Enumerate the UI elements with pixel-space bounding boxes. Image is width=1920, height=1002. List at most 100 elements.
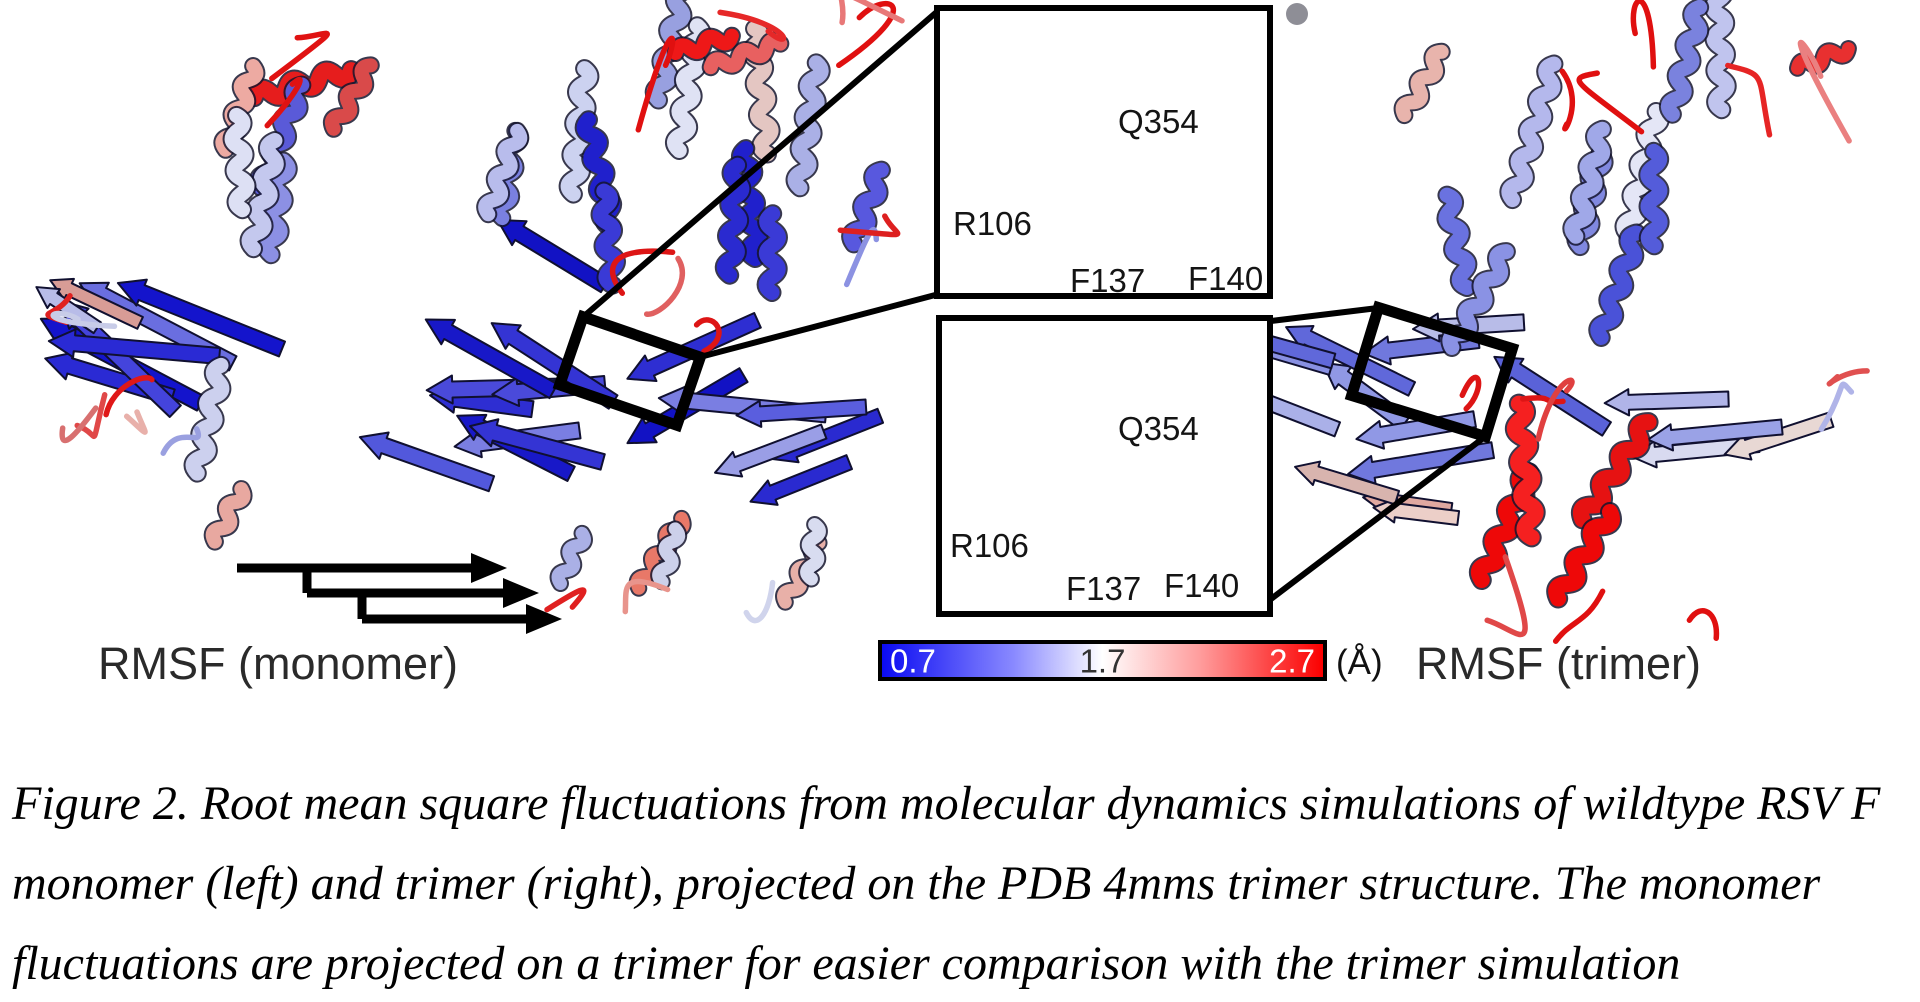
beta-strand — [626, 312, 762, 383]
helix-fill — [258, 153, 296, 263]
helix-ribbon — [590, 181, 626, 295]
helix-ribbon — [798, 515, 828, 588]
helix-ribbon — [1703, 0, 1737, 120]
callout-connectors — [581, 7, 1488, 602]
loop-ribbon — [1552, 588, 1606, 644]
beta-strand — [49, 277, 144, 330]
loop-ribbon — [1686, 608, 1720, 641]
helix-fill — [1438, 187, 1476, 295]
residue-label-q354-top: Q354 — [1118, 103, 1199, 140]
caption-line-3: fluctuations are projected on a trimer f… — [12, 937, 1681, 990]
helix-ribbon — [1436, 185, 1478, 297]
helix-fill — [1506, 395, 1544, 546]
helix-fill — [1548, 504, 1620, 607]
loop-ribbon — [1818, 381, 1855, 432]
helix-fill — [478, 123, 528, 222]
helix-fill — [1501, 56, 1562, 208]
helix-fill — [1705, 0, 1735, 118]
beta-strand — [424, 318, 559, 400]
loop-ribbon — [264, 76, 303, 129]
helix-fill — [652, 522, 686, 589]
monomer-label: RMSF (monomer) — [98, 638, 459, 689]
beta-strand — [1603, 388, 1730, 417]
helix-ribbon — [756, 204, 788, 302]
helix-ribbon — [1562, 119, 1613, 246]
residue-label-f137-top: F137 — [1070, 262, 1146, 299]
inset-bottom — [936, 315, 1273, 617]
loop-ribbon — [1559, 68, 1575, 132]
callout-line-4 — [1269, 433, 1488, 602]
helix-ribbon — [1393, 42, 1451, 125]
helix-fill — [205, 482, 251, 549]
residue-label-q354-bottom: Q354 — [1118, 410, 1199, 447]
helix-fill — [324, 58, 378, 136]
beta-strand — [1723, 411, 1835, 461]
helix-fill — [241, 133, 284, 257]
helix-fill — [224, 107, 255, 218]
helix-ribbon — [666, 26, 741, 62]
helix-fill — [1564, 121, 1611, 244]
residue-label-f140-bottom: F140 — [1164, 567, 1240, 604]
helix-ribbon — [650, 520, 688, 591]
loop-ribbon — [1826, 368, 1870, 387]
gray-sphere — [1286, 3, 1308, 25]
inset-top-border — [934, 5, 1273, 299]
arrow-head-icon — [471, 553, 507, 583]
helix-ribbon — [222, 105, 257, 220]
loop-ribbon — [836, 1, 896, 69]
loop-ribbon — [59, 405, 99, 444]
trimer-right-structure — [1211, 0, 1870, 644]
beta-strand — [714, 423, 828, 478]
loop-ribbon — [1630, 0, 1657, 70]
helix-fill — [1590, 225, 1644, 345]
protein-structure-art — [35, 0, 1870, 644]
beta-strand — [47, 328, 222, 365]
loop-ribbon — [1520, 395, 1566, 405]
residue-label-f140-top: F140 — [1188, 260, 1264, 297]
helix-ribbon — [1504, 393, 1546, 548]
inset-bottom-border — [936, 315, 1273, 617]
loop-ribbon — [123, 409, 148, 435]
loop-ribbon — [717, 9, 787, 42]
beta-strand — [358, 431, 496, 493]
helix-fill — [592, 183, 624, 293]
helix-ribbon — [731, 139, 769, 268]
beta-strand — [116, 278, 286, 358]
helix-ribbon — [256, 151, 298, 265]
helix-fill — [703, 33, 788, 75]
loop-ribbon — [1725, 62, 1773, 138]
helix-ribbon — [476, 121, 530, 224]
inset-bottom-background — [939, 318, 1270, 614]
loop-ribbon — [1535, 377, 1575, 442]
loop-ribbon — [50, 310, 118, 330]
colorbar-max-tick: 2.7 — [1269, 642, 1315, 679]
helix-fill — [551, 526, 591, 590]
helix-ribbon — [1546, 502, 1622, 609]
helix-ribbon — [1570, 412, 1659, 530]
arrow-head-icon — [526, 604, 562, 634]
figure-panel: RMSF (monomer) RMSF (trimer) 0.7 1.7 2.7… — [35, 0, 1870, 689]
beta-strand — [469, 418, 606, 471]
helix-ribbon — [203, 480, 253, 551]
helix-fill — [668, 28, 739, 60]
callout-line-3 — [1270, 305, 1379, 324]
helix-ribbon — [1658, 0, 1710, 124]
helix-fill — [1640, 143, 1668, 254]
trimer-label: RMSF (trimer) — [1416, 638, 1701, 689]
monomer-structure — [35, 30, 380, 551]
beta-strand — [749, 454, 853, 506]
residue-label-r106-top: R106 — [953, 205, 1032, 242]
loop-ribbon — [160, 426, 202, 456]
loop-ribbon — [838, 0, 905, 26]
loop-ribbon — [1459, 374, 1482, 412]
callout-line-2 — [699, 291, 940, 360]
trimer-mid-structure — [358, 0, 905, 624]
helix-ribbon — [239, 131, 286, 259]
figure-caption: Figure 2. Root mean square fluctuations … — [12, 764, 1912, 1002]
beta-strand — [735, 398, 868, 428]
highlight-box-trimer-right — [1344, 300, 1520, 444]
helix-fill — [1572, 414, 1657, 528]
inset-top — [934, 5, 1273, 299]
residue-label-r106-bottom: R106 — [950, 527, 1029, 564]
helix-ribbon — [1499, 54, 1564, 210]
